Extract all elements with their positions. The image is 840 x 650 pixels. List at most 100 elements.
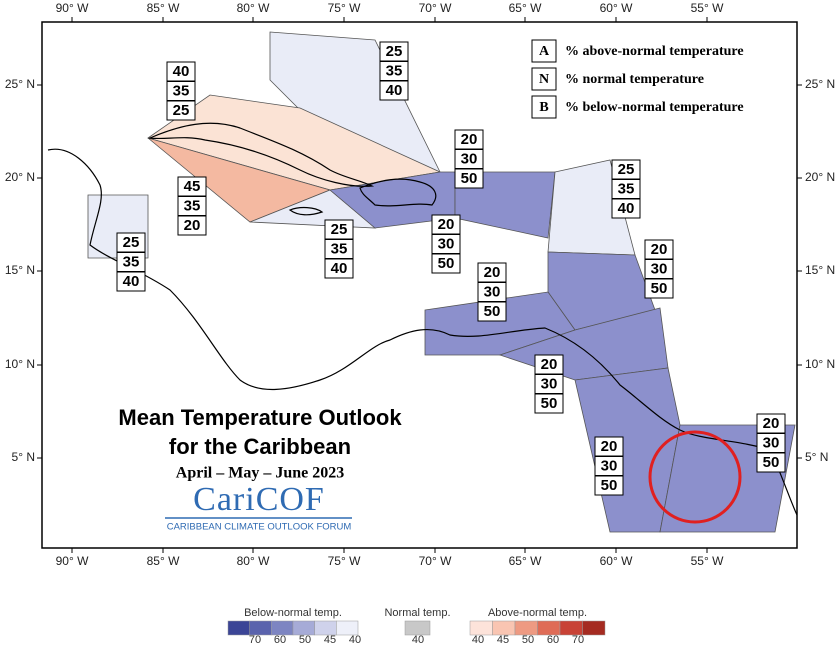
- x-axis-label: 70° W: [419, 554, 452, 568]
- x-axis-label: 85° W: [147, 554, 180, 568]
- colorbar-swatch: [514, 620, 538, 636]
- probability-below: 50: [541, 395, 558, 412]
- probability-above: 25: [123, 234, 140, 251]
- probability-normal: 30: [601, 457, 618, 474]
- colorbar-title: Below-normal temp.: [244, 607, 342, 619]
- probability-below: 40: [386, 82, 403, 99]
- colorbar-swatch: [469, 620, 493, 636]
- period: April – May – June 2023: [176, 465, 344, 482]
- colorbar-swatch: [227, 620, 250, 636]
- x-axis-label: 55° W: [691, 1, 724, 15]
- colorbar-swatch: [492, 620, 516, 636]
- y-axis-label: 10° N: [5, 357, 35, 371]
- colorbar-title: Above-normal temp.: [488, 607, 587, 619]
- legend-key-box: [531, 67, 557, 91]
- probability-above: 20: [541, 356, 558, 373]
- probability-above: 20: [651, 241, 668, 258]
- probability-box: [644, 278, 674, 299]
- colorbar-tick: 50: [522, 634, 534, 645]
- probability-above: 20: [438, 216, 455, 233]
- legend-key: N: [539, 72, 549, 87]
- legend-key-box: [531, 39, 557, 63]
- probability-box: [454, 168, 484, 189]
- colorbar-tick: 50: [299, 634, 311, 645]
- legend: A % above-normal temperature N % normal tem…: [531, 39, 744, 119]
- probability-below: 40: [618, 200, 635, 217]
- axes: 90° W 90° W 85° W 85° W 80° W 80° W 75° W 75° W…: [5, 1, 835, 568]
- colorbar-tick: 45: [324, 634, 336, 645]
- probability-box: [379, 80, 409, 101]
- mainland-coast: [47, 148, 798, 516]
- probability-normal: 30: [461, 150, 478, 167]
- map-frame: [41, 21, 798, 549]
- probability-normal: 30: [651, 260, 668, 277]
- probability-below: 50: [651, 280, 668, 297]
- logo: CariCOF: [193, 481, 325, 518]
- probability-normal: 35: [618, 180, 635, 197]
- y-axis-label: 5° N: [805, 450, 828, 464]
- probability-below: 50: [438, 255, 455, 272]
- legend-text: % below-normal temperature: [565, 100, 744, 115]
- y-axis-label: 10° N: [805, 357, 835, 371]
- colorbar-swatch: [314, 620, 337, 636]
- probability-box: [594, 475, 624, 496]
- colorbar: Below-normal temp. 70 60 50 45 40 Normal temp.…: [227, 607, 606, 646]
- logo-tagline: CARIBBEAN CLIMATE OUTLOOK FORUM: [167, 522, 352, 533]
- x-axis-label: 65° W: [509, 554, 542, 568]
- x-axis-label: 60° W: [600, 554, 633, 568]
- title-block: Mean Temperature Outlook for the Caribbe…: [118, 405, 402, 533]
- probability-below: 20: [184, 217, 201, 234]
- x-axis-label: 65° W: [509, 1, 542, 15]
- probability-below: 50: [601, 477, 618, 494]
- probability-normal: 35: [331, 240, 348, 257]
- y-axis-label: 15° N: [805, 263, 835, 277]
- legend-text: % above-normal temperature: [565, 44, 744, 59]
- probability-above: 20: [461, 131, 478, 148]
- legend-key: B: [539, 100, 548, 115]
- legend-key: A: [539, 44, 550, 59]
- colorbar-swatch: [336, 620, 359, 636]
- colorbar-tick: 40: [412, 634, 424, 645]
- x-axis-label: 80° W: [237, 1, 270, 15]
- x-axis-label: 90° W: [56, 554, 89, 568]
- x-axis-label: 55° W: [691, 554, 724, 568]
- x-axis-label: 85° W: [147, 1, 180, 15]
- probability-above: 20: [484, 264, 501, 281]
- probability-above: 45: [184, 178, 201, 195]
- coastlines: [47, 122, 798, 516]
- colorbar-tick: 45: [497, 634, 509, 645]
- legend-text: % normal temperature: [565, 72, 704, 87]
- probability-normal: 35: [386, 62, 403, 79]
- colorbar-tick: 40: [349, 634, 361, 645]
- probability-box: [166, 100, 196, 121]
- colorbar-tick: 40: [472, 634, 484, 645]
- title-line: for the Caribbean: [169, 434, 351, 459]
- colorbar-tick: 60: [274, 634, 286, 645]
- cuba: [147, 122, 375, 187]
- colorbar-swatch: [559, 620, 583, 636]
- probability-above: 25: [386, 43, 403, 60]
- legend-key-box: [531, 95, 557, 119]
- x-axis-label: 60° W: [600, 1, 633, 15]
- regions: [87, 31, 796, 533]
- x-axis-label: 75° W: [328, 554, 361, 568]
- probability-above: 25: [618, 161, 635, 178]
- probability-box: [534, 393, 564, 414]
- hispaniola: [359, 178, 437, 207]
- title-line: Mean Temperature Outlook: [118, 405, 402, 430]
- colorbar-title: Normal temp.: [384, 607, 450, 619]
- region-labels: 25 35 40 40 35 25 45 35 20 25 35 40 20 30 50 20 30 50 25 35…: [116, 41, 786, 496]
- y-axis-label: 5° N: [12, 450, 35, 464]
- probability-above: 20: [601, 438, 618, 455]
- colorbar-tick: 70: [249, 634, 261, 645]
- colorbar-swatch: [249, 620, 272, 636]
- probability-above: 40: [173, 63, 190, 80]
- probability-below: 50: [763, 454, 780, 471]
- probability-normal: 30: [484, 283, 501, 300]
- probability-box: [756, 452, 786, 473]
- probability-box: [177, 215, 207, 236]
- colorbar-tick: 60: [547, 634, 559, 645]
- x-axis-label: 90° W: [56, 1, 89, 15]
